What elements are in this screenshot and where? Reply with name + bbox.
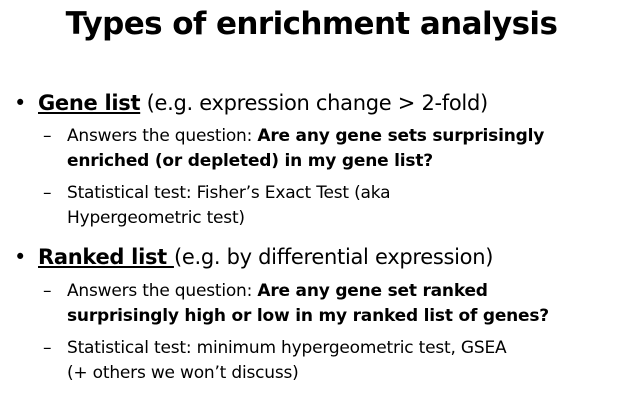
sub-prefix: Answers the question: — [67, 126, 258, 146]
bullet-detail: (e.g. by differential expression) — [173, 245, 494, 269]
sub-bullet-test: – Statistical test: minimum hypergeometri… — [43, 336, 618, 386]
sub-text: Statistical test: Fisher’s Exact Test (a… — [67, 183, 391, 203]
dash-marker: – — [43, 183, 52, 203]
sub-bullet-question: – Answers the question: Are any gene sets… — [43, 124, 618, 174]
bullet-detail: (e.g. expression change > 2-fold) — [140, 91, 489, 115]
bullet-ranked-list: • Ranked list (e.g. by differential expre… — [14, 244, 614, 270]
bullet-gene-list: • Gene list (e.g. expression change > 2-f… — [14, 90, 614, 116]
bullet-term: Ranked list — [38, 245, 174, 269]
bullet-term: Gene list — [38, 91, 141, 115]
sub-bold-text: surprisingly high or low in my ranked li… — [67, 306, 549, 326]
sub-text: Hypergeometric test) — [67, 208, 245, 228]
dash-marker: – — [43, 338, 52, 358]
sub-bullet-test: – Statistical test: Fisher’s Exact Test (… — [43, 181, 618, 231]
sub-bullet-question: – Answers the question: Are any gene set … — [43, 279, 618, 329]
sub-prefix: Answers the question: — [67, 281, 258, 301]
dash-marker: – — [43, 126, 52, 146]
sub-bold-text: Are any gene set ranked — [257, 281, 488, 301]
bullet-marker: • — [14, 245, 27, 269]
sub-text: (+ others we won’t discuss) — [67, 363, 299, 383]
sub-text: Statistical test: minimum hypergeometric… — [67, 338, 507, 358]
sub-bold-text: enriched (or depleted) in my gene list? — [67, 151, 433, 171]
slide-title: Types of enrichment analysis — [65, 6, 558, 42]
bullet-marker: • — [14, 91, 27, 115]
dash-marker: – — [43, 281, 52, 301]
sub-bold-text: Are any gene sets surprisingly — [257, 126, 545, 146]
